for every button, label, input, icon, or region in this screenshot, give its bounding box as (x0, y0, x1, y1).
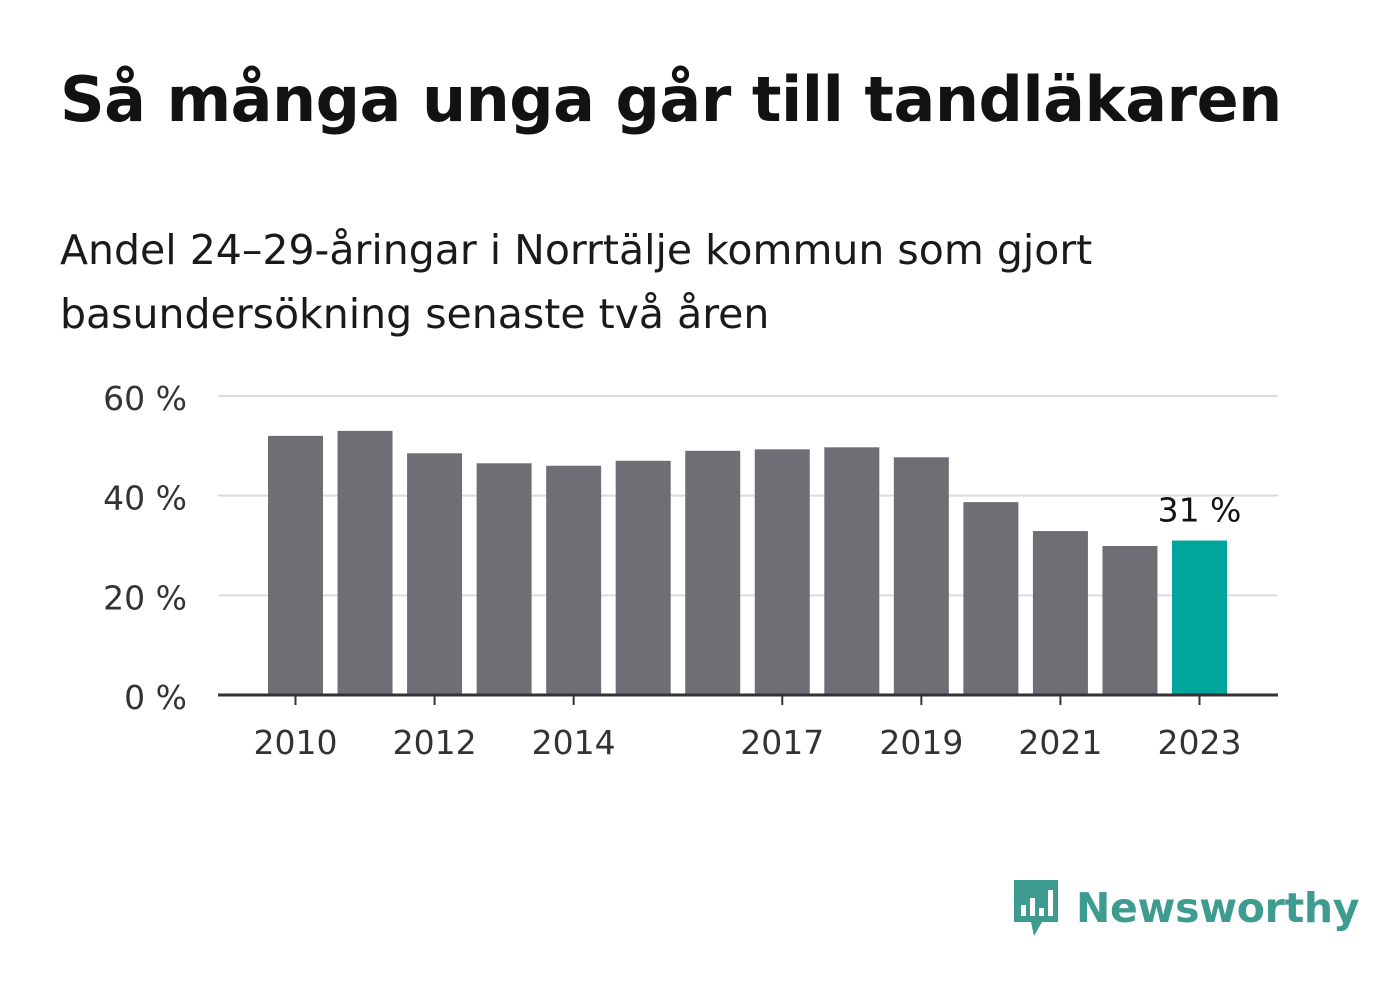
bar-2017 (754, 449, 810, 695)
x-tick-label: 2010 (254, 723, 338, 762)
data-label-2023: 31 % (1158, 491, 1242, 530)
x-tick-label: 2014 (532, 723, 616, 762)
bar-2010 (268, 435, 323, 695)
x-tick-label: 2021 (1018, 723, 1102, 762)
x-tick-label: 2023 (1158, 723, 1242, 762)
chart-subtitle: Andel 24–29-åringar i Norrtälje kommun s… (60, 226, 1093, 338)
bar-2015 (615, 460, 671, 695)
bar-2019 (893, 457, 949, 695)
brand: Newsworthy (1010, 878, 1359, 938)
x-axis-ticks: 2010 2012 2014 2017 2019 2021 2023 (254, 695, 1242, 762)
x-tick-label: 2019 (879, 723, 963, 762)
brand-name: Newsworthy (1076, 884, 1360, 932)
bars (268, 430, 1227, 695)
y-tick-label: 40 % (103, 479, 187, 518)
bar-2011 (337, 430, 393, 695)
bar-2023 (1172, 540, 1227, 695)
bar-2016 (685, 450, 741, 695)
bar-2012 (407, 453, 463, 695)
y-tick-label: 60 % (103, 379, 187, 418)
grid-lines (218, 395, 1278, 597)
bar-2021 (1032, 531, 1088, 695)
bar-2018 (824, 447, 880, 695)
newsworthy-logo-icon (1014, 880, 1058, 936)
bar-2022 (1102, 545, 1158, 695)
bar-chart: 0 % 20 % 40 % 60 % 2010 2012 2014 2017 2019 2021… (103, 379, 1278, 762)
chart-title: Så många unga går till tandläkaren (60, 63, 1282, 136)
y-tick-label: 0 % (124, 678, 187, 717)
y-tick-label: 20 % (103, 578, 187, 617)
y-axis-ticks: 0 % 20 % 40 % 60 % (103, 379, 187, 717)
bar-2020 (963, 502, 1019, 695)
bar-2013 (476, 463, 532, 695)
data-labels: 31 % (1158, 491, 1242, 530)
x-tick-label: 2017 (740, 723, 824, 762)
x-tick-label: 2012 (393, 723, 477, 762)
bar-2014 (546, 465, 602, 695)
